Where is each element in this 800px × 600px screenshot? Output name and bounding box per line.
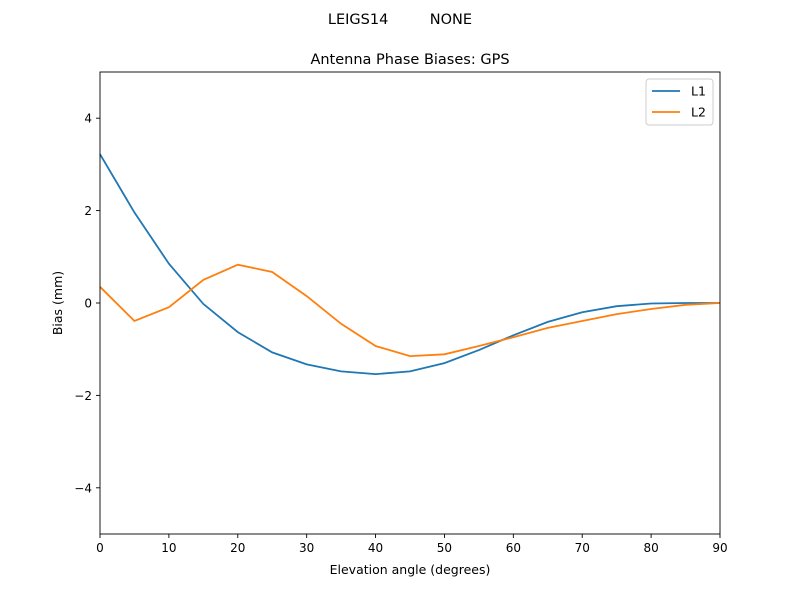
x-tick-label: 40 (368, 541, 383, 555)
series-line-l1 (99, 153, 720, 376)
chart-title: Antenna Phase Biases: GPS (310, 52, 509, 68)
legend-label-l2: L2 (691, 105, 706, 120)
x-tick-label: 10 (161, 541, 176, 555)
chart-suptitle: LEIGS14 NONE (328, 12, 472, 28)
plot-area: 0 10 20 30 40 50 60 70 80 90 −4 −2 0 2 4 L1 L2 (74, 71, 728, 555)
x-tick-label: 80 (643, 541, 658, 555)
axes-frame (99, 71, 721, 535)
y-tick-label: 4 (84, 112, 92, 126)
x-tick-label: 70 (575, 541, 590, 555)
x-tick-label: 0 (96, 541, 104, 555)
x-tick-label: 50 (437, 541, 452, 555)
legend-label-l1: L1 (691, 84, 706, 99)
x-tick-label: 30 (299, 541, 314, 555)
y-tick-label: −2 (74, 389, 92, 403)
x-tick-label: 60 (506, 541, 521, 555)
y-tick-label: 2 (84, 204, 92, 218)
y-tick-label: −4 (74, 481, 92, 495)
x-tick-label: 90 (712, 541, 727, 555)
y-axis-label: Bias (mm) (50, 271, 65, 335)
series-line-l2 (99, 263, 721, 358)
x-axis-label: Elevation angle (degrees) (330, 562, 491, 577)
y-tick-label: 0 (84, 297, 92, 311)
x-tick-label: 20 (230, 541, 245, 555)
